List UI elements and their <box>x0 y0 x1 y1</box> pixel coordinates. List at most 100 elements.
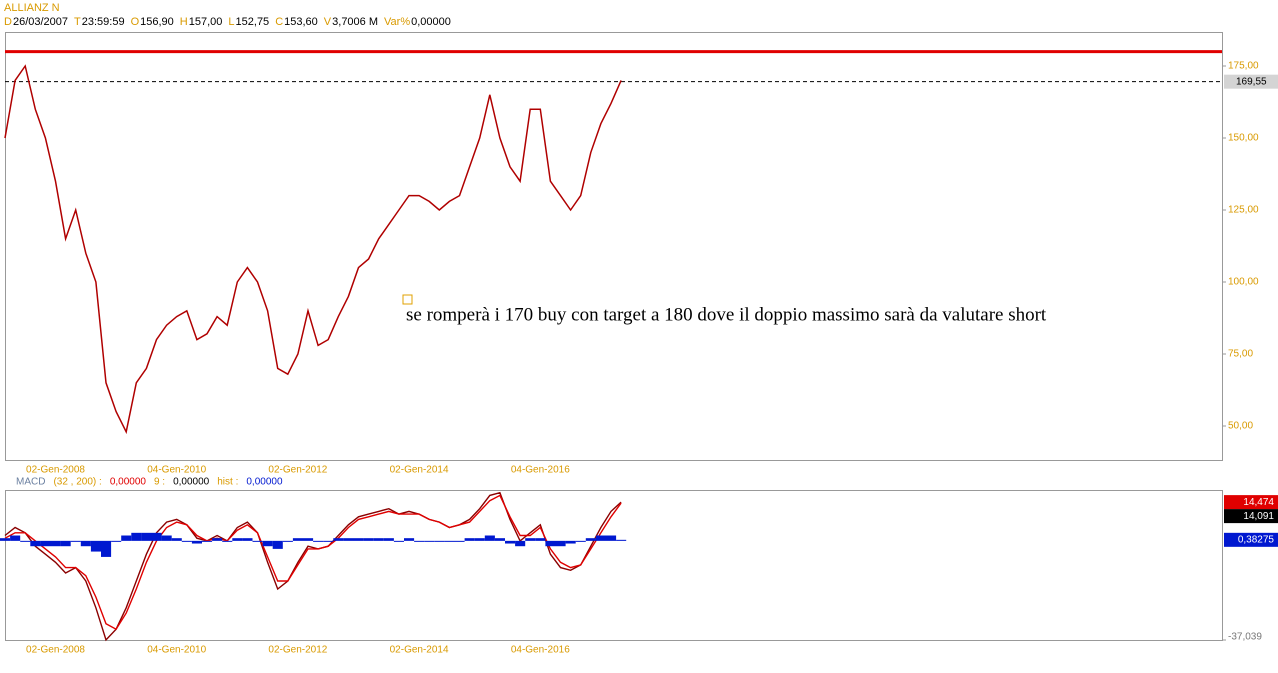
y-tick-label: 150,00 <box>1228 133 1259 144</box>
instrument-title: ALLIANZ N <box>4 2 60 14</box>
header-value: 23:59:59 <box>82 16 125 28</box>
hist-bar <box>525 538 536 541</box>
hist-bar <box>131 532 142 541</box>
hist-bar <box>40 540 51 547</box>
hist-bar <box>111 540 122 542</box>
x-tick-label: 02-Gen-2008 <box>26 645 85 656</box>
header-value: 156,90 <box>140 16 174 28</box>
hist-bar <box>414 540 425 542</box>
hist-bar <box>474 538 485 541</box>
y-tick-label: -37,039 <box>1228 632 1262 643</box>
level-box <box>1224 74 1278 89</box>
x-tick-label: 02-Gen-2014 <box>390 645 449 656</box>
annotation-marker <box>402 294 413 305</box>
header-key: O <box>131 16 140 28</box>
value-box-label: 14,091 <box>1243 511 1274 522</box>
y-tick-label: 125,00 <box>1228 205 1259 216</box>
hist-bar <box>535 538 546 541</box>
hist-bar <box>383 538 394 541</box>
value-box-label: 0,38275 <box>1238 534 1275 545</box>
x-tick-label: 04-Gen-2010 <box>147 465 206 476</box>
price-line <box>4 64 622 435</box>
hist-bar <box>616 539 627 541</box>
value-box <box>1224 495 1278 510</box>
hist-bar <box>121 535 132 541</box>
header-value: 26/03/2007 <box>13 16 68 28</box>
hist-bar <box>424 540 435 542</box>
hist-bar <box>464 538 475 541</box>
hist-bar <box>10 535 21 541</box>
hist-bar <box>80 540 91 547</box>
hist-bar <box>161 535 172 541</box>
hist-bar <box>20 540 31 542</box>
hist-bar <box>545 540 556 547</box>
hist-bar <box>202 540 213 542</box>
hist-bar <box>282 540 293 542</box>
level-label: 169,55 <box>1236 76 1267 87</box>
header-key: V <box>324 16 332 28</box>
hist-bar <box>595 535 606 541</box>
legend-entry: 0,00000 <box>173 477 210 488</box>
hist-bar <box>373 538 384 541</box>
annotation: se romperà i 170 buy con target a 180 do… <box>406 304 1047 325</box>
macd-panel <box>5 490 1223 641</box>
hist-bar <box>585 538 596 541</box>
header-value: 153,60 <box>284 16 318 28</box>
legend-entry: 0,00000 <box>246 477 283 488</box>
x-tick-label: 02-Gen-2012 <box>268 465 327 476</box>
hist-bar <box>212 538 223 541</box>
macd-line <box>4 494 622 631</box>
hist-bar <box>515 540 526 547</box>
hist-bar <box>393 540 404 542</box>
x-tick-label: 04-Gen-2016 <box>511 645 570 656</box>
y-tick-label: 175,00 <box>1228 61 1259 72</box>
x-tick-label: 02-Gen-2014 <box>390 465 449 476</box>
header-value: 3,7006 M <box>332 16 378 28</box>
header-key: L <box>228 16 234 28</box>
x-tick-label: 02-Gen-2008 <box>26 465 85 476</box>
macd-line <box>4 491 622 642</box>
value-box-label: 14,474 <box>1243 497 1274 508</box>
hist-bar <box>303 538 314 541</box>
legend-entry: 9 : <box>154 477 165 488</box>
hist-bar <box>60 540 71 547</box>
hist-bar <box>90 540 101 552</box>
header-value: 152,75 <box>236 16 270 28</box>
hist-bar <box>494 538 505 541</box>
header-key: Var% <box>384 16 410 28</box>
header-key: D <box>4 16 12 28</box>
y-tick-label: 75,00 <box>1228 349 1253 360</box>
hist-bar <box>242 538 253 541</box>
hist-bar <box>323 540 334 542</box>
hist-bar <box>404 538 415 541</box>
hist-bar <box>272 540 283 549</box>
hist-bar <box>565 540 576 544</box>
header-key: C <box>275 16 283 28</box>
hist-bar <box>606 535 617 541</box>
hist-bar <box>232 538 243 541</box>
hist-bar <box>70 540 81 542</box>
value-box <box>1224 532 1278 547</box>
hist-bar <box>50 540 61 547</box>
hist-bar <box>434 540 445 542</box>
value-box <box>1224 509 1278 524</box>
x-tick-label: 04-Gen-2010 <box>147 645 206 656</box>
hist-bar <box>30 540 41 547</box>
legend-entry: MACD <box>16 477 45 488</box>
hist-bar <box>222 540 233 542</box>
legend-entry: hist : <box>217 477 238 488</box>
hist-bar <box>454 540 465 542</box>
hist-bar <box>151 532 162 541</box>
hist-bar <box>505 540 516 544</box>
hist-bar <box>181 540 192 542</box>
header-key: T <box>74 16 81 28</box>
header-value: 157,00 <box>189 16 223 28</box>
hist-bar <box>333 538 344 541</box>
hist-bar <box>171 538 182 541</box>
hist-bar <box>555 540 566 547</box>
x-tick-label: 04-Gen-2016 <box>511 465 570 476</box>
x-tick-label: 02-Gen-2012 <box>268 645 327 656</box>
hist-bar <box>484 535 495 541</box>
hist-bar <box>0 538 11 541</box>
